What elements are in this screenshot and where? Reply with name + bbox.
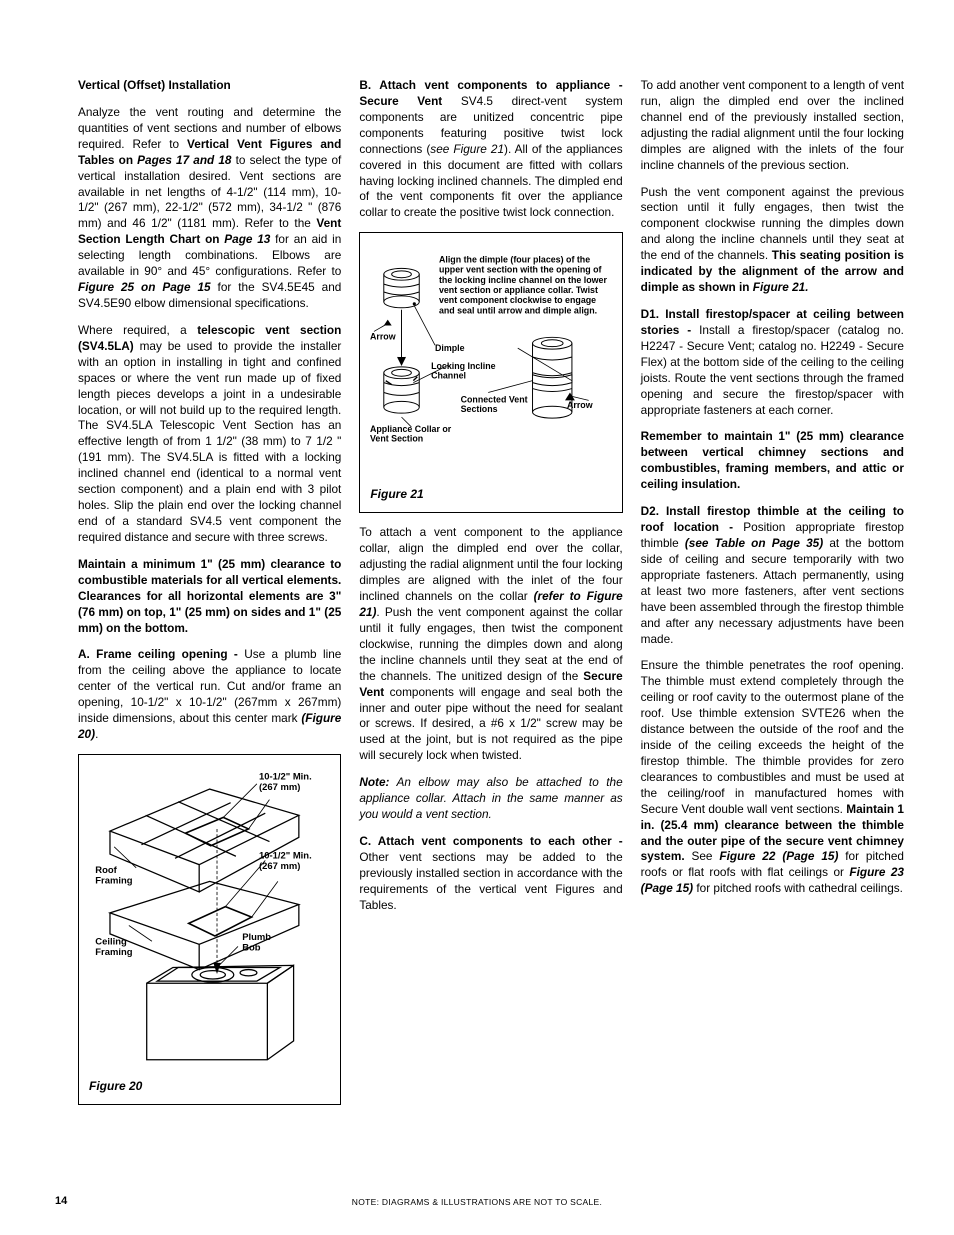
column-2: B. Attach vent components to appliance -… [359,78,622,1117]
t: . [95,727,98,741]
t: Page 13 [224,232,270,246]
col1-p1: Analyze the vent routing and determine t… [78,105,341,312]
t: (see Table on Page 35) [685,536,823,550]
col2-p1: B. Attach vent components to appliance -… [359,78,622,221]
page-columns: Vertical (Offset) Installation Analyze t… [78,78,904,1117]
col3-p1: To add another vent component to a lengt… [641,78,904,174]
col2-p2: To attach a vent component to the applia… [359,525,622,764]
page-footnote: NOTE: DIAGRAMS & ILLUSTRATIONS ARE NOT T… [0,1197,954,1207]
t: C. Attach vent components to each other … [359,834,622,848]
t: Ensure the thimble penetrates the roof o… [641,658,904,815]
figure-20-box: 10-1/2" Min. (267 mm) 10-1/2" Min. (267 … [78,754,341,1105]
t: Other vent sections may be added to the … [359,850,622,912]
t: Where required, a [78,323,197,337]
col1-p3: Maintain a minimum 1" (25 mm) clearance … [78,557,341,637]
figure-21-caption: Figure 21 [370,486,611,502]
fig21-lic1: Locking Incline [431,361,496,371]
fig20-roof1: Roof [95,865,117,876]
t: Figure 22 (Page 15) [719,849,838,863]
fig20-dim1a: 10-1/2" Min. [259,772,312,783]
t: Figure 25 on Page 15 [78,280,211,294]
fig21-lic2: Channel [431,371,466,381]
t: at the bottom side of ceiling and secure… [641,536,904,646]
column-3: To add another vent component to a lengt… [641,78,904,1117]
t: components will engage and seal both the… [359,685,622,763]
t: An elbow may also be attached to the app… [359,775,622,821]
col3-p5: D2. Install firestop thimble at the ceil… [641,504,904,647]
figure-20-caption: Figure 20 [89,1078,330,1094]
fig21-cvs1: Connected Vent [461,395,528,405]
t: Figure 21. [753,280,809,294]
col3-p3: D1. Install firestop/spacer at ceiling b… [641,307,904,418]
fig21-dimple: Dimple [435,343,465,353]
figure-21-svg: Align the dimple (four places) of the up… [370,243,611,473]
fig20-dim2b: (267 mm) [259,861,300,872]
t: Note: [359,775,389,789]
t: See [685,849,720,863]
fig21-arrow: Arrow [370,332,396,342]
fig20-dim2a: 10-1/2" Min. [259,850,312,861]
fig21-arrow2: Arrow [567,401,593,411]
fig20-roof2: Framing [95,875,132,886]
fig21-acvs1: Appliance Collar or [370,424,452,434]
col3-p6: Ensure the thimble penetrates the roof o… [641,658,904,897]
fig20-ceil1: Ceiling [95,936,127,947]
col2-p4: C. Attach vent components to each other … [359,834,622,914]
col1-p2: Where required, a telescopic vent sectio… [78,323,341,546]
t: A. Frame ceiling opening - [78,647,238,661]
column-1: Vertical (Offset) Installation Analyze t… [78,78,341,1117]
fig20-ceil2: Framing [95,947,132,958]
t: Pages 17 and 18 [137,153,231,167]
t: see Figure 21 [430,142,504,156]
fig20-plumb1: Plumb [242,932,271,943]
fig20-plumb2: Bob [242,943,261,954]
col1-p4: A. Frame ceiling opening - Use a plumb l… [78,647,341,743]
col3-p2: Push the vent component against the prev… [641,185,904,296]
figure-20-svg: 10-1/2" Min. (267 mm) 10-1/2" Min. (267 … [89,765,330,1065]
t: may be used to provide the installer wit… [78,339,341,544]
t: for pitched roofs with cathedral ceiling… [693,881,903,895]
figure-21-box: Align the dimple (four places) of the up… [359,232,622,513]
col1-heading: Vertical (Offset) Installation [78,78,341,94]
col3-p4: Remember to maintain 1" (25 mm) clearanc… [641,429,904,493]
col2-p3: Note: An elbow may also be attached to t… [359,775,622,823]
fig21-instr: Align the dimple (four places) of the up… [439,255,611,316]
fig20-dim1b: (267 mm) [259,782,300,793]
fig21-acvs2: Vent Section [370,434,423,444]
fig21-cvs2: Sections [461,404,498,414]
